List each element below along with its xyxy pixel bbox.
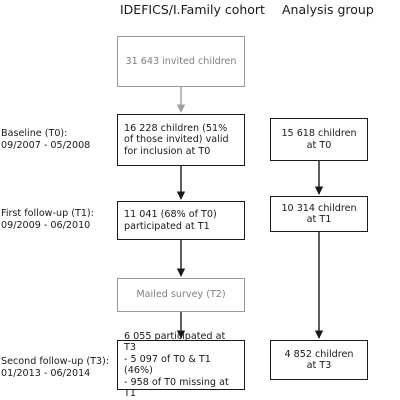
analysis-t0-box: 15 618 children at T0 (270, 118, 368, 161)
stage-baseline-name: Baseline (T0): (1, 128, 68, 139)
baseline-cohort-box: 16 228 children (51% of those invited) v… (117, 114, 245, 166)
invited-children-text: 31 643 invited children (125, 55, 237, 67)
t3-cohort-line-3: - 958 of T0 missing at T1 (124, 376, 229, 400)
t3-cohort-box: 6 055 participated at T3 - 5 097 of T0 &… (117, 331, 245, 399)
analysis-t1-line-1: 10 314 children (281, 202, 357, 214)
stage-second-followup-name: Second follow-up (T3): (1, 356, 110, 367)
t3-cohort-line-2: - 5 097 of T0 & T1 (46%) (124, 353, 211, 377)
invited-children-box: 31 643 invited children (117, 36, 245, 87)
mailed-survey-text: Mailed survey (T2) (136, 289, 226, 301)
t3-cohort-line-1: 6 055 participated at T3 (124, 330, 226, 354)
stage-first-followup: First follow-up (T1): 09/2009 - 06/2010 (1, 208, 94, 231)
analysis-t1-box: 10 314 children at T1 (270, 196, 368, 232)
analysis-t0-line-1: 15 618 children (281, 128, 357, 139)
analysis-t0-line-2: at T0 (306, 139, 332, 151)
t1-cohort-box: 11 041 (68% of T0) participated at T1 (117, 201, 245, 240)
baseline-cohort-line-1: 16 228 children (51% (124, 122, 228, 134)
baseline-cohort-line-2: of those invited) valid (124, 134, 229, 146)
stage-first-followup-name: First follow-up (T1): (1, 208, 94, 219)
analysis-t3-box: 4 852 children at T3 (270, 340, 368, 380)
baseline-cohort-line-3: for inclusion at T0 (124, 145, 211, 157)
analysis-t1-line-2: at T1 (306, 214, 332, 225)
analysis-column-header: Analysis group (282, 2, 374, 17)
stage-second-followup-dates: 01/2013 - 06/2014 (1, 367, 91, 379)
stage-baseline-dates: 09/2007 - 05/2008 (1, 139, 91, 151)
stage-first-followup-dates: 09/2009 - 06/2010 (1, 219, 91, 231)
analysis-t3-line-2: at T3 (306, 360, 332, 371)
stage-second-followup: Second follow-up (T3): 01/2013 - 06/2014 (1, 356, 109, 379)
analysis-t3-line-1: 4 852 children (284, 348, 354, 360)
stage-baseline: Baseline (T0): 09/2007 - 05/2008 (1, 128, 90, 151)
mailed-survey-box: Mailed survey (T2) (117, 278, 245, 312)
t1-cohort-line-2: participated at T1 (124, 220, 210, 232)
t1-cohort-line-1: 11 041 (68% of T0) (124, 209, 217, 220)
cohort-column-header: IDEFICS/I.Family cohort (120, 2, 265, 17)
